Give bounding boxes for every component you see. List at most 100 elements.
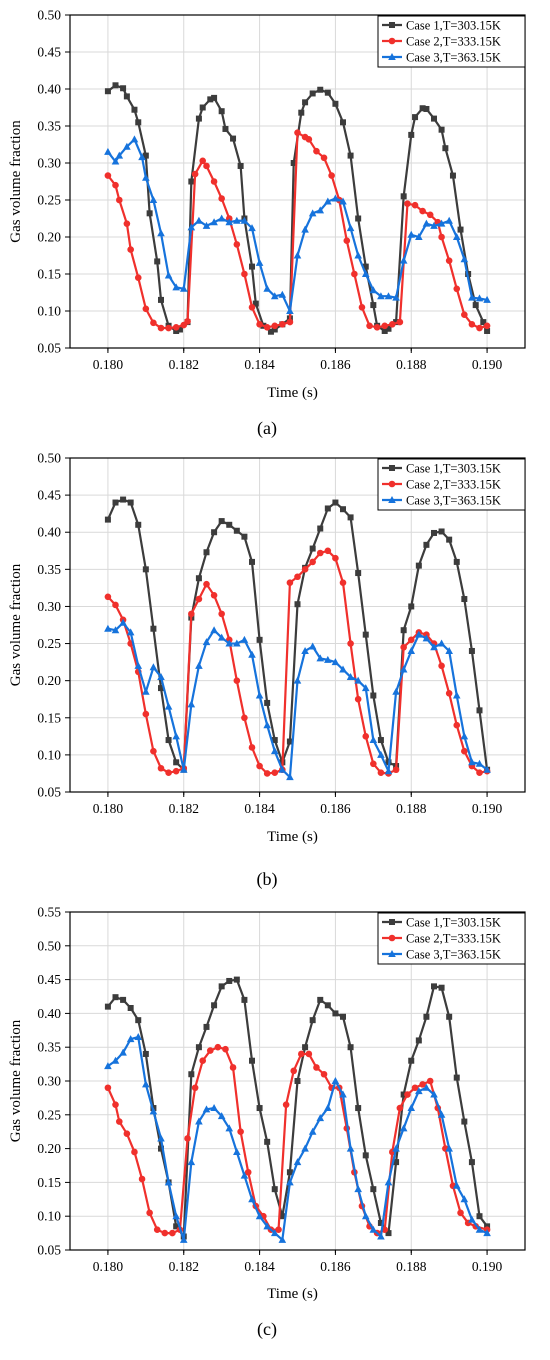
series-2-point xyxy=(392,766,400,774)
series-3-point xyxy=(369,1225,378,1233)
series-1-point xyxy=(203,549,210,556)
series-3-point xyxy=(164,702,173,710)
legend-marker-1 xyxy=(389,919,395,925)
legend-box xyxy=(377,458,526,511)
series-1-point xyxy=(423,105,430,112)
series-1-point xyxy=(241,996,248,1003)
series-2-point xyxy=(476,769,483,777)
series-3-point xyxy=(263,721,271,729)
series-3-point xyxy=(142,1080,150,1088)
series-2-point xyxy=(419,1081,426,1088)
series-1-line xyxy=(107,978,488,1238)
series-3-point xyxy=(361,1212,370,1220)
series-1-point xyxy=(377,737,384,744)
legend-box xyxy=(377,912,526,965)
x-tick-label: 0.186 xyxy=(320,801,351,816)
series-1-point xyxy=(249,558,255,565)
series-2-point xyxy=(214,1043,222,1051)
series-3-point xyxy=(475,1225,484,1233)
series-2-point xyxy=(146,1209,153,1217)
series-2-point xyxy=(453,721,461,729)
series-2-point xyxy=(396,1104,404,1112)
series-2-point xyxy=(476,324,483,332)
x-tick-label: 0.182 xyxy=(169,1259,199,1274)
series-3-point xyxy=(217,214,226,222)
series-1-point xyxy=(476,1213,483,1220)
series-2-point xyxy=(328,172,335,179)
series-1-point xyxy=(400,193,407,200)
series-1-point xyxy=(150,625,157,632)
series-2-point xyxy=(404,200,411,207)
series-1-point xyxy=(412,114,419,121)
series-1-point xyxy=(233,976,240,983)
series-1-point xyxy=(446,536,453,543)
series-2-point xyxy=(203,580,210,588)
series-1-point xyxy=(199,104,206,111)
y-tick-label: 0.45 xyxy=(37,488,61,503)
series-3-point xyxy=(415,1087,423,1095)
series-1-point xyxy=(165,737,172,744)
x-tick-label: 0.186 xyxy=(320,1259,351,1274)
series-2-point xyxy=(396,318,404,326)
series-1-point xyxy=(431,983,437,990)
series-3-point xyxy=(187,223,196,231)
series-1-point xyxy=(218,108,225,115)
series-2-point xyxy=(112,1101,119,1108)
series-3-point xyxy=(286,307,294,314)
series-3-point xyxy=(475,294,484,302)
series-1-point xyxy=(127,499,134,506)
series-3-point xyxy=(210,1104,218,1112)
series-1-point xyxy=(480,319,487,326)
series-3-point xyxy=(346,1144,355,1152)
series-3-point xyxy=(172,732,180,740)
series-3-point xyxy=(157,672,165,680)
series-1-point xyxy=(332,100,339,107)
series-1-point xyxy=(286,738,293,745)
series-2-point xyxy=(373,323,381,331)
series-2-point xyxy=(161,1229,169,1237)
series-1-point xyxy=(408,1057,415,1064)
legend-marker-2 xyxy=(388,480,396,488)
series-1-point xyxy=(381,327,388,334)
series-1-point xyxy=(271,1186,278,1193)
series-1-point xyxy=(195,1044,202,1051)
series-1-point xyxy=(218,518,225,525)
series-1-point xyxy=(233,527,240,534)
series-2-point xyxy=(218,195,225,202)
series-2-point xyxy=(131,1148,138,1156)
series-2-point xyxy=(411,201,419,209)
series-2-point xyxy=(134,274,142,282)
series-3-point xyxy=(430,643,438,651)
y-tick-label: 0.10 xyxy=(37,1209,61,1224)
legend: Case 1,T=303.15K Case 2,T=333.15K Case 3,T… xyxy=(377,912,526,965)
series-2-point xyxy=(297,1050,305,1058)
series-3-point xyxy=(354,1185,362,1193)
series-3-point xyxy=(195,216,203,224)
series-3-point xyxy=(324,1104,332,1112)
series-2-point xyxy=(320,154,328,162)
series-3-point xyxy=(468,1215,476,1223)
series-2-point xyxy=(388,321,396,328)
legend-marker-1 xyxy=(389,465,395,471)
x-tick-label: 0.182 xyxy=(169,801,199,816)
series-3-point xyxy=(172,283,180,291)
series-1-point xyxy=(302,1044,309,1051)
series-1-point xyxy=(222,125,229,132)
y-tick-label: 0.15 xyxy=(37,710,61,725)
series-2-point xyxy=(142,305,150,313)
series-3-point xyxy=(377,750,385,758)
series-2-point xyxy=(271,769,279,777)
series-2-point xyxy=(286,318,294,326)
series-3-point xyxy=(437,639,446,647)
series-1-point xyxy=(123,93,130,100)
series-3-point xyxy=(225,1124,234,1132)
series-3-point xyxy=(293,1158,302,1166)
series-3-point xyxy=(437,219,446,227)
series-2-point xyxy=(468,321,476,328)
y-tick-label: 0.30 xyxy=(37,156,61,171)
series-3-point xyxy=(164,271,173,279)
series-1-point xyxy=(362,263,369,270)
x-tick-label: 0.180 xyxy=(93,1259,124,1274)
series-3-point xyxy=(483,1229,491,1237)
series-1-point xyxy=(431,529,437,536)
